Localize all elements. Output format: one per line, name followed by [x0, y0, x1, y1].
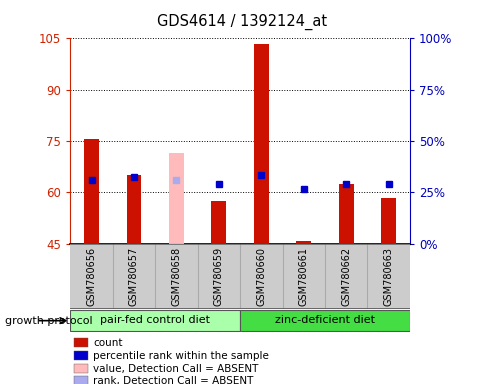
Text: GSM780663: GSM780663	[383, 247, 393, 306]
Text: growth protocol: growth protocol	[5, 316, 92, 326]
Text: pair-fed control diet: pair-fed control diet	[100, 315, 210, 325]
FancyBboxPatch shape	[240, 310, 409, 331]
Bar	[75, 364, 88, 373]
Text: GSM780662: GSM780662	[340, 247, 350, 306]
Bar	[380, 198, 395, 244]
Text: GDS4614 / 1392124_at: GDS4614 / 1392124_at	[157, 13, 327, 30]
Bar	[75, 351, 88, 360]
Text: value, Detection Call = ABSENT: value, Detection Call = ABSENT	[93, 364, 258, 374]
Bar	[211, 201, 226, 244]
Text: GSM780656: GSM780656	[86, 247, 96, 306]
Text: count: count	[93, 338, 122, 348]
FancyBboxPatch shape	[70, 310, 240, 331]
Bar	[75, 338, 88, 347]
Text: GSM780658: GSM780658	[171, 247, 181, 306]
Bar	[338, 184, 353, 244]
Bar	[296, 241, 311, 244]
Text: zinc-deficient diet: zinc-deficient diet	[274, 315, 374, 325]
Bar	[168, 153, 183, 244]
Bar	[84, 139, 99, 244]
Text: GSM780661: GSM780661	[298, 247, 308, 306]
Text: rank, Detection Call = ABSENT: rank, Detection Call = ABSENT	[93, 376, 253, 384]
Bar	[253, 43, 268, 244]
Text: GSM780657: GSM780657	[129, 247, 139, 306]
Bar	[126, 175, 141, 244]
Text: GSM780660: GSM780660	[256, 247, 266, 306]
Text: GSM780659: GSM780659	[213, 247, 224, 306]
Text: percentile rank within the sample: percentile rank within the sample	[93, 351, 268, 361]
Bar	[75, 376, 88, 384]
